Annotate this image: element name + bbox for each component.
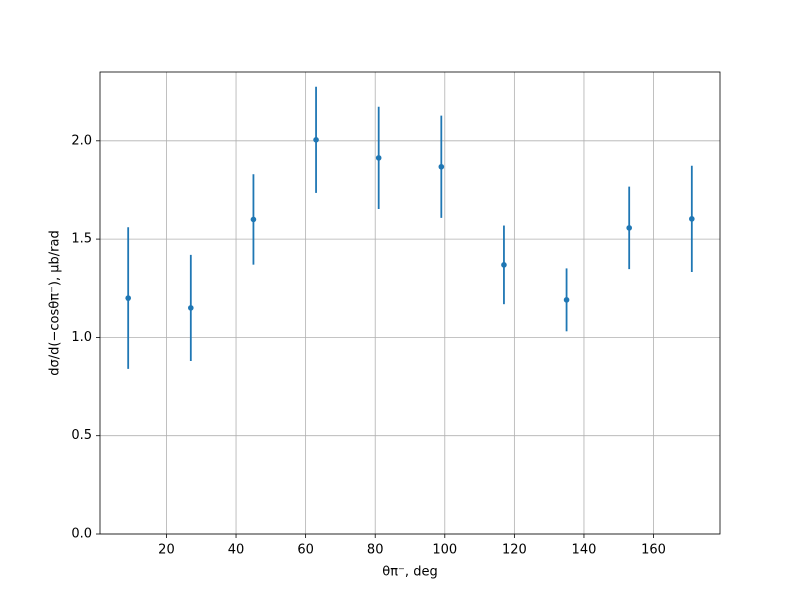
data-point: [313, 137, 319, 143]
y-tick-label: 1.0: [71, 330, 92, 345]
data-point: [188, 305, 194, 311]
data-point: [626, 225, 632, 231]
x-tick-label: 80: [367, 543, 384, 558]
data-point: [563, 297, 570, 303]
y-tick-label: 0.0: [71, 527, 92, 542]
data-point: [125, 295, 131, 301]
data-point: [689, 216, 695, 222]
x-tick-label: 120: [502, 543, 527, 558]
x-tick-label: 20: [158, 543, 175, 558]
y-tick-label: 1.5: [71, 232, 92, 247]
x-tick-label: 40: [228, 543, 245, 558]
data-point: [250, 216, 257, 223]
x-tick-label: 60: [297, 543, 314, 558]
y-tick-label: 0.5: [71, 428, 92, 443]
plot-frame: [99, 71, 721, 535]
data-point: [438, 163, 445, 170]
y-tick-label: 2.0: [71, 133, 92, 148]
data-point: [375, 155, 382, 161]
data-point: [501, 262, 507, 268]
y-axis-label: dσ/d(−cosθπ⁻), μb/rad: [48, 230, 63, 375]
x-tick-label: 160: [641, 543, 666, 558]
x-axis-label: θπ⁻, deg: [382, 565, 437, 580]
x-tick-label: 140: [572, 543, 597, 558]
x-tick-label: 100: [432, 543, 457, 558]
